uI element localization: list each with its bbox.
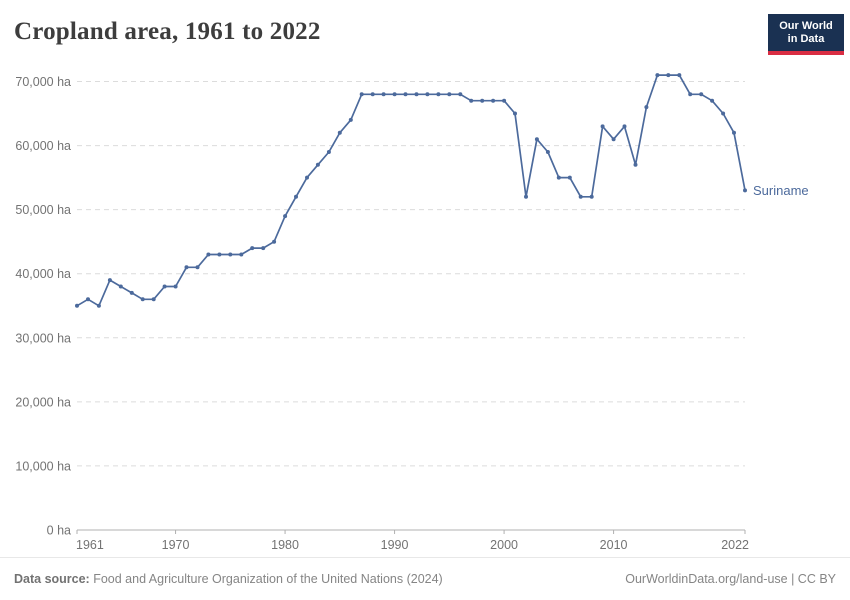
data-point-1962[interactable] — [86, 297, 90, 302]
data-point-2012[interactable] — [633, 162, 638, 167]
data-point-1995[interactable] — [447, 92, 452, 97]
data-point-1964[interactable] — [107, 278, 112, 283]
data-point-2016[interactable] — [677, 73, 682, 78]
data-point-2013[interactable] — [644, 105, 649, 110]
y-tick-label: 10,000 ha — [15, 459, 71, 473]
data-point-2000[interactable] — [502, 98, 507, 103]
data-point-2008[interactable] — [589, 194, 594, 199]
data-point-1999[interactable] — [491, 98, 496, 103]
data-point-1982[interactable] — [305, 175, 309, 180]
owid-logo[interactable]: Our World in Data — [768, 14, 844, 55]
data-point-1981[interactable] — [294, 194, 298, 199]
data-point-1989[interactable] — [381, 92, 386, 97]
data-point-1969[interactable] — [162, 284, 167, 289]
y-tick-label: 70,000 ha — [15, 75, 71, 89]
x-tick-label: 1961 — [76, 538, 104, 552]
owid-logo-red-bar — [768, 51, 844, 55]
data-source-label: Data source: — [14, 572, 90, 586]
data-point-2021[interactable] — [732, 130, 736, 135]
y-tick-label: 30,000 ha — [15, 331, 71, 345]
data-point-2009[interactable] — [600, 124, 605, 129]
data-point-2005[interactable] — [556, 175, 561, 180]
data-point-1988[interactable] — [370, 92, 375, 97]
data-point-1985[interactable] — [337, 130, 342, 135]
y-tick-label: 0 ha — [47, 524, 71, 538]
data-point-2010[interactable] — [611, 137, 616, 142]
y-tick-label: 50,000 ha — [15, 203, 71, 217]
data-point-1966[interactable] — [129, 290, 134, 295]
data-point-1998[interactable] — [480, 98, 485, 103]
data-point-1997[interactable] — [469, 98, 474, 103]
data-point-2019[interactable] — [710, 98, 715, 103]
footer-license-link[interactable]: OurWorldinData.org/land-use | CC BY — [625, 572, 836, 586]
x-tick-label: 2022 — [721, 538, 749, 552]
data-point-2022[interactable] — [743, 188, 747, 193]
data-point-1961[interactable] — [75, 303, 79, 308]
data-point-1986[interactable] — [348, 117, 353, 122]
x-tick-label: 2010 — [600, 538, 628, 552]
data-point-1973[interactable] — [206, 252, 211, 257]
data-point-1977[interactable] — [250, 246, 255, 251]
owid-logo-line2: in Data — [787, 32, 825, 45]
data-point-2018[interactable] — [699, 92, 704, 97]
data-point-2003[interactable] — [534, 137, 539, 142]
data-point-2002[interactable] — [524, 194, 528, 199]
data-point-1996[interactable] — [458, 92, 463, 97]
owid-logo-box: Our World in Data — [768, 14, 844, 51]
data-point-1974[interactable] — [217, 252, 222, 257]
data-point-2007[interactable] — [578, 194, 583, 199]
data-point-2006[interactable] — [567, 175, 572, 180]
data-point-1972[interactable] — [195, 265, 200, 270]
x-tick-label: 2000 — [490, 538, 518, 552]
data-point-1976[interactable] — [239, 252, 244, 257]
data-point-1994[interactable] — [436, 92, 441, 97]
x-tick-label: 1970 — [162, 538, 190, 552]
x-tick-label: 1990 — [381, 538, 409, 552]
data-source-note: Data source: Food and Agriculture Organi… — [14, 572, 443, 586]
footer: Data source: Food and Agriculture Organi… — [0, 557, 850, 600]
y-tick-label: 20,000 ha — [15, 395, 71, 409]
data-point-1992[interactable] — [414, 92, 419, 97]
data-point-1963[interactable] — [96, 303, 101, 308]
data-point-2011[interactable] — [622, 124, 627, 129]
data-point-2015[interactable] — [666, 73, 671, 78]
x-tick-label: 1980 — [271, 538, 299, 552]
data-point-1967[interactable] — [140, 297, 145, 302]
y-tick-label: 40,000 ha — [15, 267, 71, 281]
data-point-1968[interactable] — [151, 297, 156, 302]
series-end-label-suriname[interactable]: Suriname — [753, 183, 809, 198]
owid-logo-line1: Our World — [779, 20, 833, 32]
data-point-2004[interactable] — [545, 150, 550, 154]
series-line-suriname — [76, 74, 746, 307]
data-point-1978[interactable] — [261, 246, 266, 251]
data-point-2020[interactable] — [721, 111, 726, 116]
data-point-2017[interactable] — [688, 92, 693, 97]
data-point-1987[interactable] — [359, 92, 364, 97]
data-point-2014[interactable] — [655, 73, 660, 78]
data-point-1965[interactable] — [118, 284, 123, 289]
data-point-1993[interactable] — [425, 92, 430, 97]
data-source-text: Food and Agriculture Organization of the… — [89, 572, 443, 586]
data-point-1971[interactable] — [184, 265, 189, 270]
data-point-1983[interactable] — [315, 162, 320, 167]
chart-title: Cropland area, 1961 to 2022 — [14, 18, 321, 45]
data-point-1990[interactable] — [392, 92, 397, 97]
data-point-2001[interactable] — [513, 111, 517, 116]
data-point-1975[interactable] — [228, 252, 233, 257]
data-point-1984[interactable] — [326, 150, 331, 154]
data-point-1980[interactable] — [283, 214, 288, 219]
y-tick-label: 60,000 ha — [15, 139, 71, 153]
data-point-1970[interactable] — [173, 284, 178, 289]
data-point-1979[interactable] — [272, 239, 277, 244]
data-point-1991[interactable] — [403, 92, 408, 97]
